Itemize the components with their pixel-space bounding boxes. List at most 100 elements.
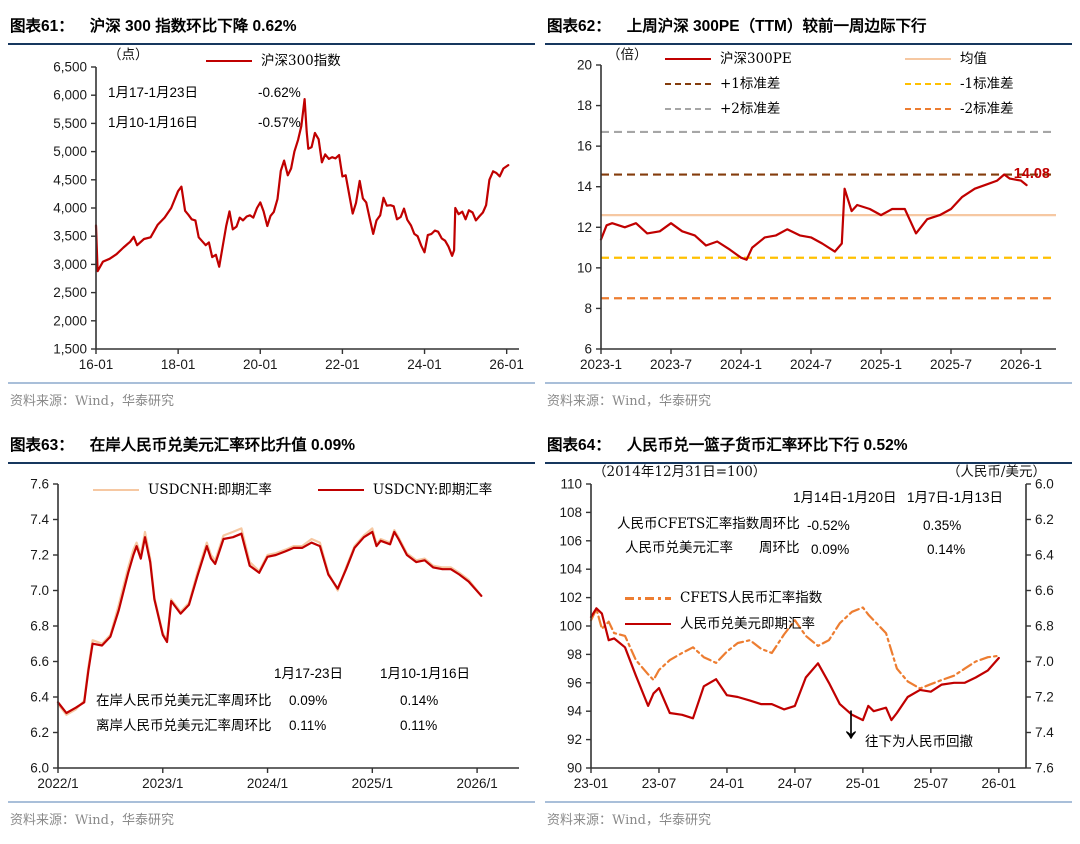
week-change-current: -0.62% xyxy=(258,85,301,100)
figure-61-label: 图表61： xyxy=(10,18,74,35)
svg-text:2026/1: 2026/1 xyxy=(456,776,497,791)
figure-64-title: 人民币兑一篮子货币汇率环比下行 0.52% xyxy=(626,437,908,454)
figure-62-panel: 图表62： 上周沪深 300PE（TTM）较前一周边际下行 20 18 16 14 12 1… xyxy=(545,8,1072,417)
figure-64-header: 图表64： 人民币兑一篮子货币汇率环比下行 0.52% xyxy=(545,427,1072,464)
svg-text:2025/1: 2025/1 xyxy=(352,776,393,791)
svg-text:2,500: 2,500 xyxy=(53,285,87,300)
svg-text:104: 104 xyxy=(559,562,582,577)
plus1sd-legend-line xyxy=(665,83,711,86)
cfets-legend-line xyxy=(625,596,671,600)
svg-text:22-01: 22-01 xyxy=(325,357,360,372)
svg-text:18-01: 18-01 xyxy=(161,357,196,372)
mean-legend-line xyxy=(905,58,951,61)
legend-item-minus1sd: -1标准差 xyxy=(905,76,1014,93)
svg-text:2024-7: 2024-7 xyxy=(790,357,832,372)
source-note: 资料来源：Wind，华泰研究 xyxy=(10,394,174,409)
offshore-previous-value: 0.11% xyxy=(400,718,438,733)
svg-text:20-01: 20-01 xyxy=(243,357,278,372)
down-arrow-icon: ↓ xyxy=(841,695,861,749)
cfets-basket-chart: 110 108 106 104 102 100 98 96 94 92 90 6.0 6.2 6.4 6.6… xyxy=(545,464,1072,798)
svg-text:6.8: 6.8 xyxy=(1035,619,1054,634)
svg-text:24-07: 24-07 xyxy=(778,776,813,791)
csi300-index-chart: 6,500 6,000 5,500 5,000 4,500 4,000 3,500 3,000… xyxy=(8,47,535,379)
pe-legend-label: 沪深300PE xyxy=(720,51,792,67)
week-change-previous: -0.57% xyxy=(258,115,301,130)
cfets-basket-chart-canvas: 110 108 106 104 102 100 98 96 94 92 90 6.0 6.2 6.4 6.6… xyxy=(559,477,1054,792)
mean-legend-label: 均值 xyxy=(960,51,987,67)
svg-text:2024/1: 2024/1 xyxy=(247,776,288,791)
figure-62-label: 图表62： xyxy=(547,18,611,35)
onshore-current-value: 0.09% xyxy=(289,693,328,708)
figure-61-panel: 图表61： 沪深 300 指数环比下降 0.62% 6,500 6,000 5,500… xyxy=(8,8,535,417)
legend-item-plus1sd: +1标准差 xyxy=(665,76,905,93)
offshore-current-value: 0.11% xyxy=(289,718,327,733)
svg-text:96: 96 xyxy=(567,675,582,690)
pe-legend-line xyxy=(665,58,711,61)
svg-text:14: 14 xyxy=(577,179,593,194)
legend-item-plus2sd: +2标准差 xyxy=(665,101,905,118)
depreciation-note: 往下为人民币回撤 xyxy=(865,734,973,750)
source-note: 资料来源：Wind，华泰研究 xyxy=(547,394,711,409)
svg-text:6.4: 6.4 xyxy=(30,690,49,705)
csi300-legend-label: 沪深300指数 xyxy=(261,53,341,69)
minus1sd-legend-line xyxy=(905,83,951,86)
legend-item-rmbusd: 人民币兑美元即期汇率 xyxy=(625,616,822,633)
figure-62-legend: 沪深300PE 均值 +1标准差 -1标准差 +2标准差 xyxy=(665,51,1014,118)
csi300-pe-chart: 20 18 16 14 12 10 8 6 2023-1 2023-7 2024-1 2024-7 20… xyxy=(545,47,1072,379)
svg-text:7.0: 7.0 xyxy=(1035,654,1054,669)
svg-text:2025-7: 2025-7 xyxy=(930,357,972,372)
svg-text:4,000: 4,000 xyxy=(53,201,87,216)
usdcnh-legend-line xyxy=(93,489,139,492)
onshore-row-label: 在岸人民币兑美元汇率周环比 xyxy=(96,693,272,709)
svg-text:2023/1: 2023/1 xyxy=(142,776,183,791)
figure-63-label: 图表63： xyxy=(10,437,74,454)
figure-64-panel: 图表64： 人民币兑一篮子货币汇率环比下行 0.52% 110 108 106 104 1… xyxy=(545,427,1072,836)
svg-text:20: 20 xyxy=(577,58,592,73)
figure-63-legend: USDCNH:即期汇率 USDCNY:即期汇率 xyxy=(93,482,492,499)
svg-text:6,000: 6,000 xyxy=(53,88,87,103)
fx-table-header-previous: 1月10-1月16日 xyxy=(380,666,471,681)
legend-item-minus2sd: -2标准差 xyxy=(905,101,1014,118)
svg-text:2022/1: 2022/1 xyxy=(37,776,78,791)
svg-text:2024-1: 2024-1 xyxy=(720,357,762,372)
svg-text:106: 106 xyxy=(559,533,582,548)
rmbusd-row-label-2: 周环比 xyxy=(759,540,800,556)
svg-text:1,500: 1,500 xyxy=(53,342,87,357)
svg-text:7.6: 7.6 xyxy=(30,477,49,492)
svg-text:3,500: 3,500 xyxy=(53,229,87,244)
svg-text:6.6: 6.6 xyxy=(1035,583,1054,598)
svg-text:23-07: 23-07 xyxy=(642,776,677,791)
figure-63-header: 图表63： 在岸人民币兑美元汇率环比升值 0.09% xyxy=(8,427,535,464)
minus2sd-legend-label: -2标准差 xyxy=(960,100,1014,117)
panel-divider xyxy=(8,801,535,803)
usdcny-legend-label: USDCNY:即期汇率 xyxy=(372,482,493,498)
plus1sd-legend-label: +1标准差 xyxy=(720,75,781,92)
rmbusd-current-value: 0.09% xyxy=(811,542,850,557)
svg-text:18: 18 xyxy=(577,98,592,113)
svg-text:10: 10 xyxy=(577,260,592,275)
svg-text:2,000: 2,000 xyxy=(53,313,87,328)
y-axis-unit-label: （倍） xyxy=(607,47,648,63)
svg-text:25-07: 25-07 xyxy=(914,776,949,791)
svg-text:6.2: 6.2 xyxy=(30,725,49,740)
svg-text:6.8: 6.8 xyxy=(30,619,49,634)
left-axis-unit-label: （2014年12月31日=100） xyxy=(593,464,767,480)
csi300-index-chart-canvas: 6,500 6,000 5,500 5,000 4,500 4,000 3,500 3,000… xyxy=(53,60,524,373)
svg-text:90: 90 xyxy=(567,761,582,776)
svg-text:6.4: 6.4 xyxy=(1035,548,1054,563)
svg-text:7.6: 7.6 xyxy=(1035,761,1054,776)
svg-text:6.0: 6.0 xyxy=(30,761,49,776)
figure-64-legend: CFETS人民币汇率指数 人民币兑美元即期汇率 xyxy=(625,590,822,633)
y-axis-unit-label: （点） xyxy=(108,47,149,63)
legend-item-pe: 沪深300PE xyxy=(665,51,905,68)
minus1sd-legend-label: -1标准差 xyxy=(960,75,1014,92)
svg-text:25-01: 25-01 xyxy=(846,776,881,791)
svg-text:24-01: 24-01 xyxy=(710,776,745,791)
cfets-current-value: -0.52% xyxy=(807,518,850,533)
svg-text:108: 108 xyxy=(559,505,582,520)
source-note: 资料来源：Wind，华泰研究 xyxy=(547,813,711,828)
svg-text:98: 98 xyxy=(567,647,582,662)
source-note: 资料来源：Wind，华泰研究 xyxy=(10,813,174,828)
